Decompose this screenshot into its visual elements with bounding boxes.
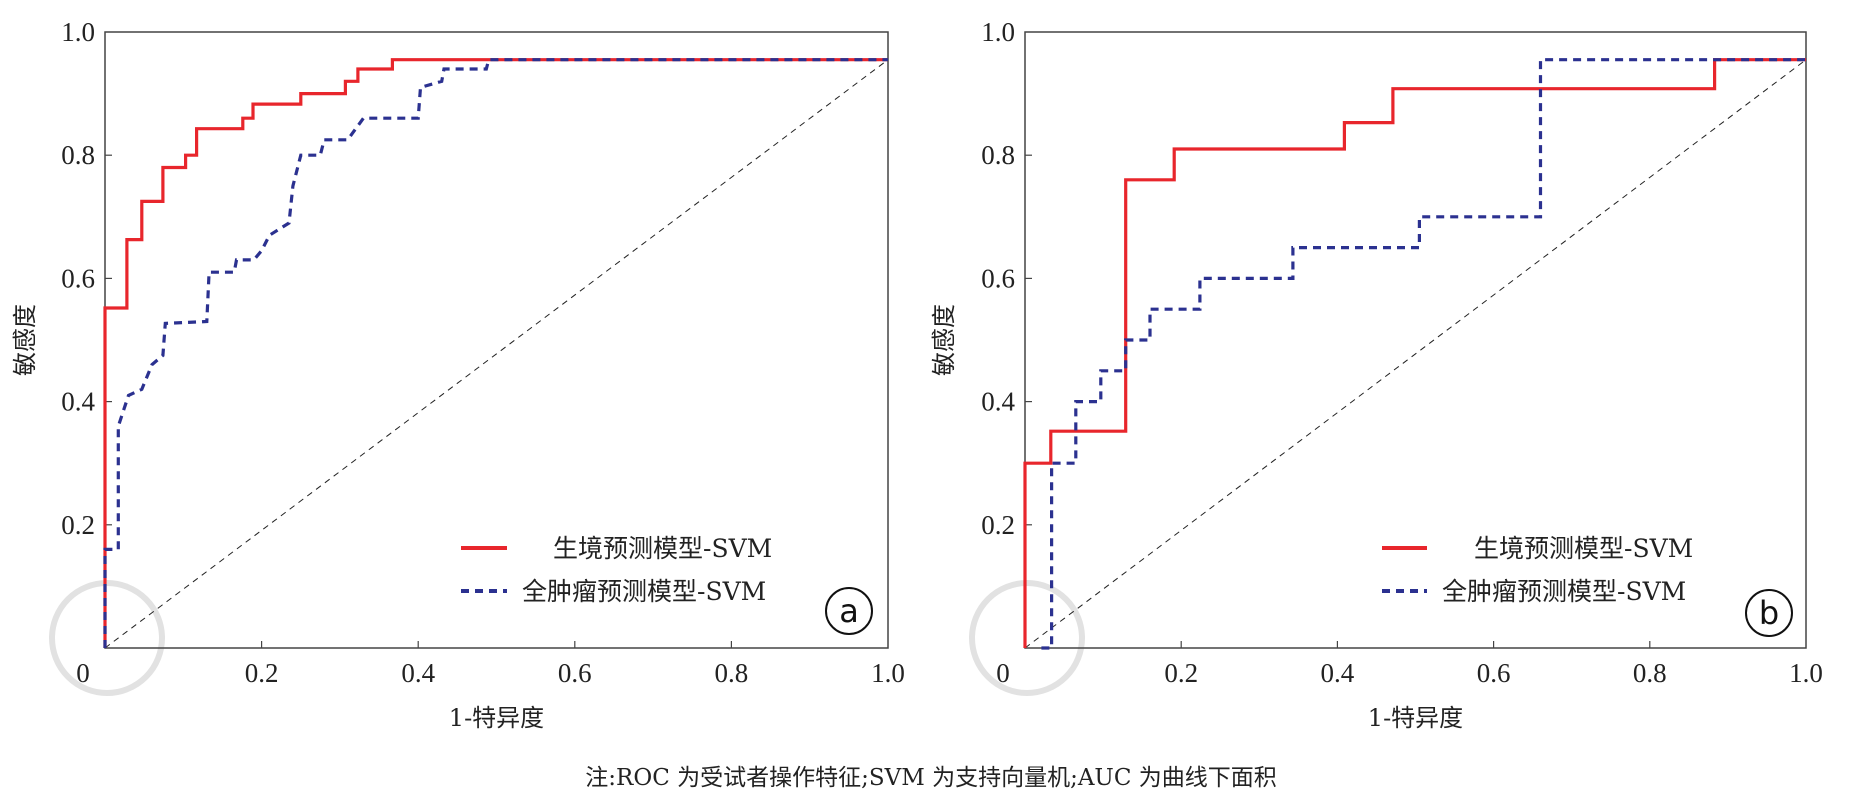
legend-label: 全肿瘤预测模型-SVM	[1442, 577, 1686, 606]
roc-panel-a: 0 0.2 0.4 0.6 0.8 1.0 0.2 0.4 0.6 0.8 1.0 1-特异度 敏感度生…	[11, 17, 905, 732]
y-axis-label: 敏感度	[930, 304, 958, 376]
legend-label: 全肿瘤预测模型-SVM	[522, 577, 766, 606]
y-tick-label: 0.8	[61, 140, 95, 170]
panel-label-circle	[1745, 589, 1793, 637]
x-tick-label: 1.0	[1789, 658, 1823, 688]
x-axis-label: 1-特异度	[1368, 704, 1463, 732]
watermark-logo	[969, 580, 1085, 696]
y-tick-label: 0.4	[981, 387, 1015, 417]
x-tick-label: 0.6	[558, 658, 592, 688]
y-tick-label: 0.2	[61, 510, 95, 540]
series-line-habitat-svm	[1023, 58, 1806, 648]
x-tick-label: 0.2	[1164, 658, 1198, 688]
x-axis-label: 1-特异度	[449, 704, 544, 732]
y-tick-label: 0.6	[981, 263, 1015, 293]
x-tick-label: 0.8	[715, 658, 749, 688]
roc-panel-b: 0 0.2 0.4 0.6 0.8 1.0 0.2 0.4 0.6 0.8 1.0 1-特异度 敏感度生…	[930, 17, 1823, 732]
y-tick-label: 1.0	[61, 17, 95, 47]
x-tick-label: 0.6	[1477, 658, 1511, 688]
series-line-whole-tumor-svm	[1041, 58, 1806, 650]
panel-label-circle	[825, 587, 873, 635]
x-tick-label: 0	[996, 658, 1010, 688]
y-tick-label: 0.8	[981, 140, 1015, 170]
panel-label: a	[839, 592, 859, 630]
x-tick-label: 0.2	[245, 658, 279, 688]
panel-label: b	[1759, 594, 1779, 632]
y-tick-label: 0.2	[981, 510, 1015, 540]
watermark-logo	[49, 580, 165, 696]
reference-diagonal-line	[104, 59, 889, 649]
y-tick-label: 0.4	[61, 387, 95, 417]
legend-label: 生境预测模型-SVM	[553, 534, 772, 563]
y-tick-label: 1.0	[981, 17, 1015, 47]
plot-frame	[1024, 31, 1807, 649]
series-line-habitat-svm	[103, 58, 888, 648]
y-tick-label: 0.6	[61, 263, 95, 293]
reference-diagonal-line	[1024, 59, 1807, 649]
legend-label: 生境预测模型-SVM	[1474, 534, 1693, 563]
x-tick-label: 0	[76, 658, 90, 688]
x-tick-label: 1.0	[871, 658, 905, 688]
x-tick-label: 0.4	[1321, 658, 1355, 688]
series-line-whole-tumor-svm	[103, 58, 888, 648]
y-axis-label: 敏感度	[11, 304, 39, 376]
x-tick-label: 0.4	[401, 658, 435, 688]
x-tick-label: 0.8	[1633, 658, 1667, 688]
figure-caption: 注:ROC 为受试者操作特征;SVM 为支持向量机;AUC 为曲线下面积	[585, 765, 1276, 791]
